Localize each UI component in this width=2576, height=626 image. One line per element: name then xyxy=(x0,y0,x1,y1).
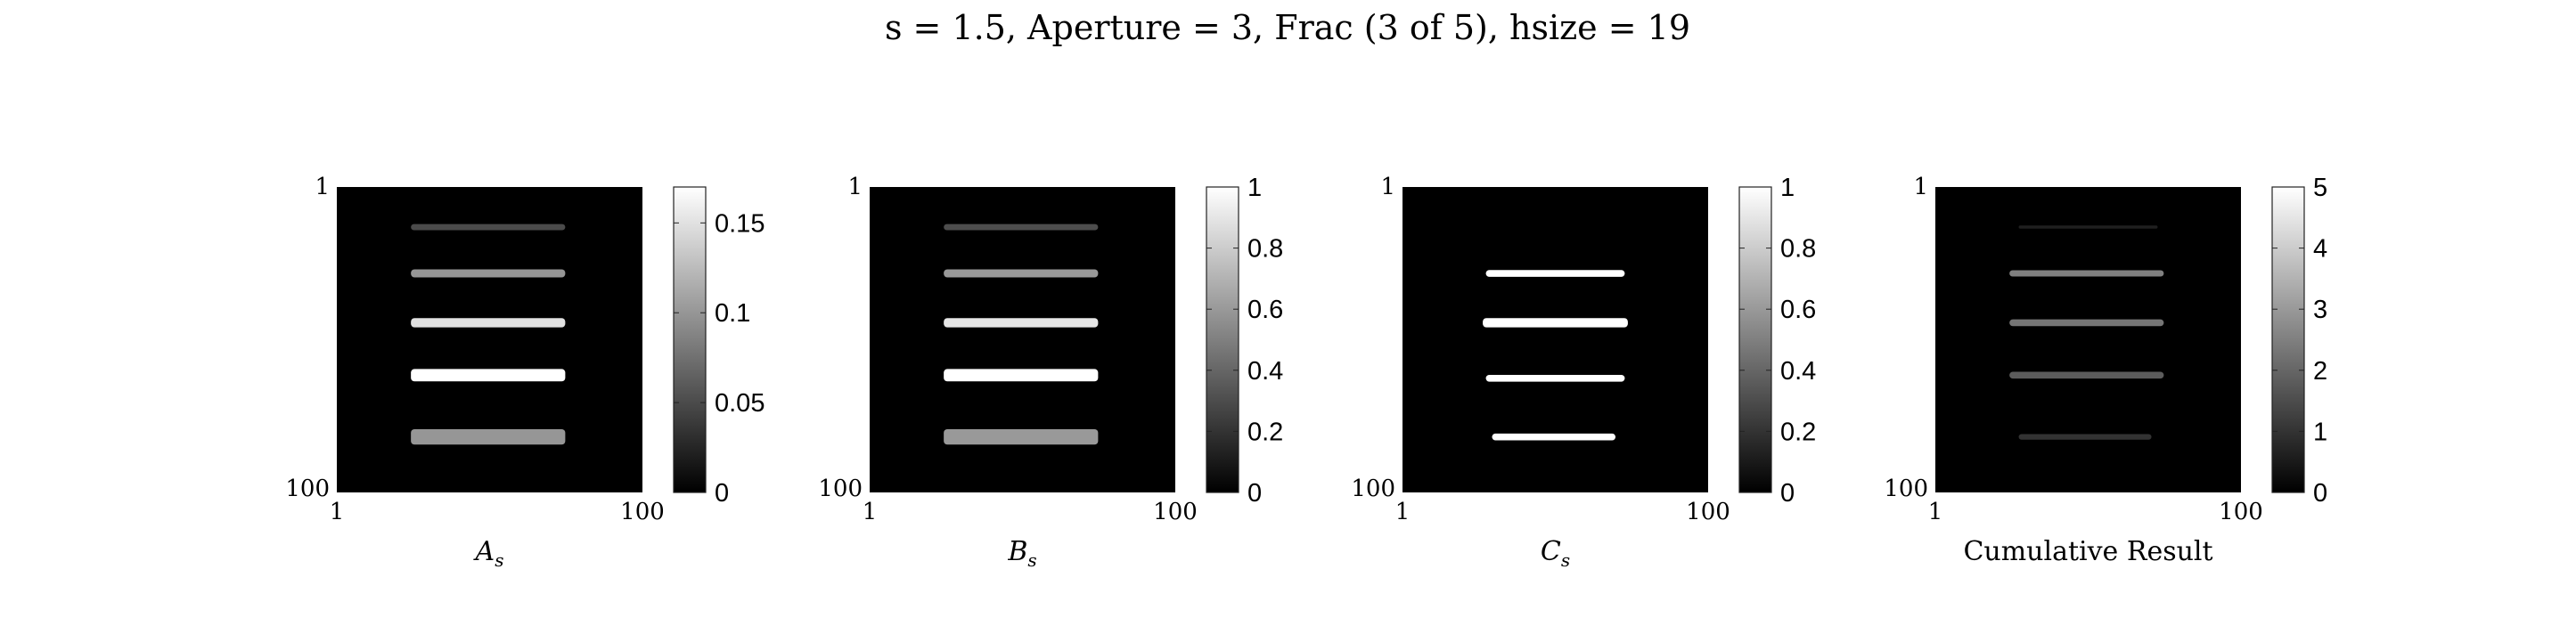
colorbar-tick-label: 0.2 xyxy=(1247,418,1283,446)
heatmap-bar-4 xyxy=(944,369,1099,382)
y-tick-label: 100 xyxy=(285,476,330,502)
x-tick-label: 100 xyxy=(1686,499,1730,525)
colorbar-tick-label: 0.8 xyxy=(1780,235,1816,264)
colorbar-tick-label: 1 xyxy=(2313,418,2327,446)
figure-title: s = 1.5, Aperture = 3, Frac (3 of 5), hs… xyxy=(885,8,1690,47)
y-tick-label: 1 xyxy=(847,174,863,200)
x-tick-label: 100 xyxy=(2219,499,2263,525)
y-tick-label: 1 xyxy=(1380,174,1395,200)
heatmap-bar-2 xyxy=(1483,318,1628,328)
heatmap-bar-5 xyxy=(411,428,566,445)
colorbar-tick-label: 0 xyxy=(715,479,729,508)
x-axis-label: Cs xyxy=(1541,536,1570,571)
y-tick-label: 100 xyxy=(1884,476,1928,502)
colorbar-tick-label: 3 xyxy=(2313,296,2327,324)
heatmap-bar-2 xyxy=(411,269,566,278)
colorbar-tick-label: 5 xyxy=(2313,174,2327,202)
colorbar-tick-label: 0.6 xyxy=(1780,296,1816,324)
x-tick-label: 100 xyxy=(620,499,665,525)
colorbar-tick-label: 0.1 xyxy=(715,299,750,328)
x-axis-label-subscript: s xyxy=(1561,549,1570,571)
x-axis-label: Cumulative Result xyxy=(1963,536,2212,567)
colorbar xyxy=(1206,186,1239,493)
heatmap-bar-4 xyxy=(1492,433,1616,441)
x-tick-label: 1 xyxy=(863,499,878,525)
x-axis-label-subscript: s xyxy=(1027,549,1036,571)
x-tick-label: 100 xyxy=(1153,499,1198,525)
colorbar-tick-label: 1 xyxy=(1780,174,1795,202)
x-axis-label: Bs xyxy=(1007,536,1036,571)
x-tick-label: 1 xyxy=(1395,499,1411,525)
heatmap-image xyxy=(337,187,642,492)
x-tick-label: 1 xyxy=(330,499,345,525)
colorbar xyxy=(1738,186,1772,493)
y-tick-label: 100 xyxy=(818,476,863,502)
colorbar-tick-label: 0.6 xyxy=(1247,296,1283,324)
heatmap-bar-4 xyxy=(2009,371,2164,379)
heatmap-bar-3 xyxy=(1485,374,1625,382)
x-axis-label-main: A xyxy=(473,536,495,567)
colorbar xyxy=(2271,186,2305,493)
heatmap-bar-1 xyxy=(944,224,1099,231)
colorbar-tick-label: 0 xyxy=(1247,479,1262,508)
y-tick-label: 1 xyxy=(1913,174,1928,200)
colorbar-tick-label: 2 xyxy=(2313,357,2327,386)
heatmap-bar-4 xyxy=(411,369,566,382)
x-axis-label: As xyxy=(473,536,504,571)
colorbar-tick-label: 0.05 xyxy=(715,389,765,418)
y-tick-label: 100 xyxy=(1351,476,1395,502)
heatmap-bar-5 xyxy=(2018,434,2152,440)
heatmap-bar-2 xyxy=(944,269,1099,278)
heatmap-image xyxy=(870,187,1175,492)
colorbar-tick-label: 0.2 xyxy=(1780,418,1816,446)
colorbar-tick-label: 1 xyxy=(1247,174,1262,202)
colorbar-tick-label: 0.8 xyxy=(1247,235,1283,264)
x-axis-label-main: B xyxy=(1007,536,1027,567)
colorbar-tick-label: 0 xyxy=(2313,479,2327,508)
heatmap-bar-2 xyxy=(2009,270,2164,277)
colorbar-tick-label: 0.15 xyxy=(715,209,765,238)
heatmap-bar-3 xyxy=(411,318,566,328)
heatmap-bar-1 xyxy=(2018,225,2158,229)
colorbar-tick-label: 0.4 xyxy=(1247,357,1283,386)
colorbar-tick-label: 0 xyxy=(1780,479,1795,508)
colorbar xyxy=(673,186,707,493)
y-tick-label: 1 xyxy=(315,174,330,200)
heatmap-bar-5 xyxy=(944,428,1099,445)
heatmap-bar-1 xyxy=(1485,270,1625,277)
heatmap-bar-3 xyxy=(2009,319,2164,327)
heatmap-bar-3 xyxy=(944,318,1099,328)
x-axis-label-main: C xyxy=(1541,536,1561,567)
x-tick-label: 1 xyxy=(1928,499,1943,525)
x-axis-label-subscript: s xyxy=(495,549,503,571)
colorbar-tick-label: 4 xyxy=(2313,235,2327,264)
heatmap-bar-1 xyxy=(411,224,566,231)
heatmap-image xyxy=(1935,187,2241,492)
colorbar-tick-label: 0.4 xyxy=(1780,357,1816,386)
heatmap-image xyxy=(1402,187,1708,492)
